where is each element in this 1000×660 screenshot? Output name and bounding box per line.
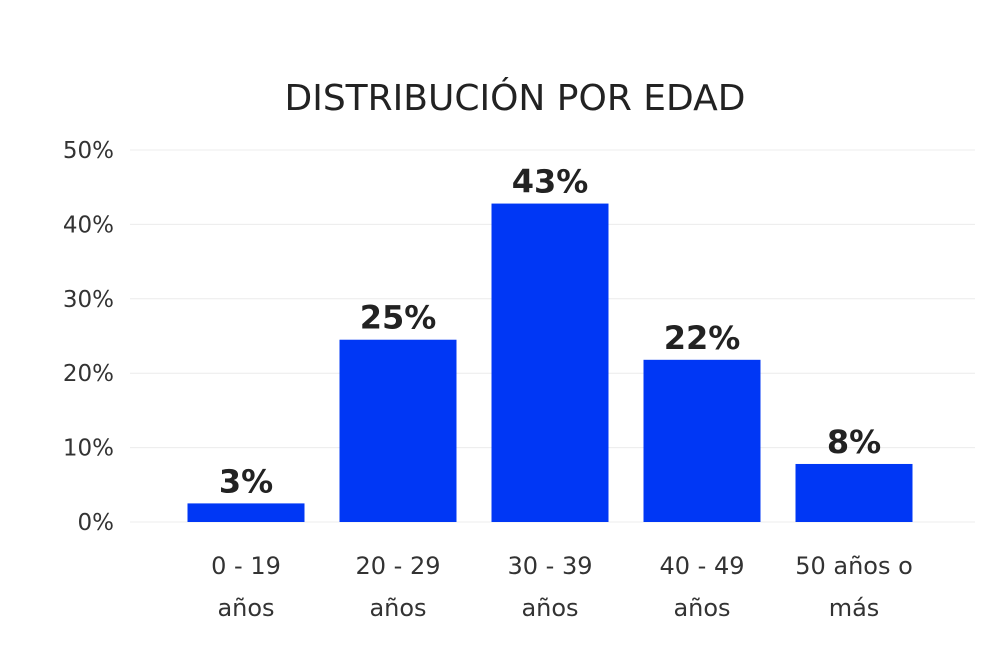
bar (339, 339, 457, 522)
x-tick-label: años (673, 594, 730, 622)
bar (491, 203, 609, 522)
x-tick-label: 0 - 19 (211, 552, 281, 580)
data-label: 22% (664, 319, 741, 357)
bar (795, 463, 913, 522)
data-label: 8% (827, 423, 881, 461)
data-label: 25% (360, 299, 437, 337)
data-label: 3% (219, 462, 273, 500)
bars (187, 203, 913, 522)
x-axis: 0 - 19 años 20 - 29 años 30 - 39 años 40 - 49 a… (211, 552, 913, 622)
x-tick-label: 50 años o (795, 552, 913, 580)
bar (187, 503, 305, 522)
x-tick-label: más (829, 594, 880, 622)
chart-title: DISTRIBUCIÓN POR EDAD (284, 77, 745, 119)
y-axis: 0% 10% 20% 30% 40% 50% (63, 138, 114, 536)
y-tick-label: 20% (63, 361, 114, 387)
y-tick-label: 0% (78, 510, 115, 536)
data-labels: 3% 25% 43% 22% 8% (219, 163, 881, 501)
x-tick-label: 20 - 29 (356, 552, 441, 580)
data-label: 43% (512, 163, 589, 201)
x-tick-label: 30 - 39 (508, 552, 593, 580)
x-tick-label: años (369, 594, 426, 622)
y-tick-label: 40% (63, 212, 114, 238)
x-tick-label: años (217, 594, 274, 622)
bar (643, 359, 761, 522)
y-tick-label: 10% (63, 436, 114, 462)
x-tick-label: años (521, 594, 578, 622)
x-tick-label: 40 - 49 (660, 552, 745, 580)
y-tick-label: 30% (63, 287, 114, 313)
y-tick-label: 50% (63, 138, 114, 164)
